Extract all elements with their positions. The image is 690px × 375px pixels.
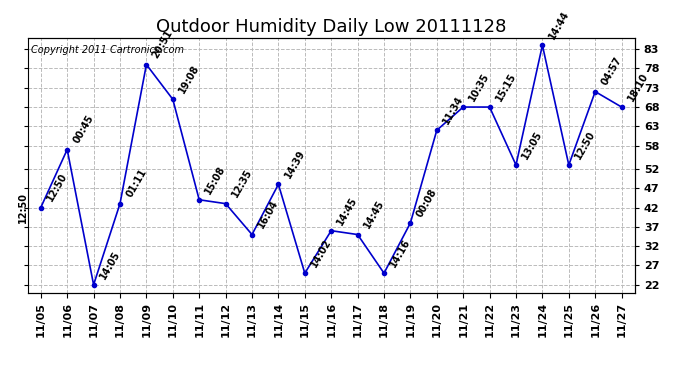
- Text: 15:15: 15:15: [494, 71, 518, 103]
- Text: Copyright 2011 Cartronics.com: Copyright 2011 Cartronics.com: [30, 45, 184, 55]
- Text: 14:02: 14:02: [309, 237, 333, 269]
- Title: Outdoor Humidity Daily Low 20111128: Outdoor Humidity Daily Low 20111128: [156, 18, 506, 36]
- Text: 20:51: 20:51: [150, 28, 175, 60]
- Text: 01:11: 01:11: [124, 168, 148, 200]
- Text: 15:08: 15:08: [204, 164, 228, 196]
- Text: 19:08: 19:08: [177, 63, 201, 95]
- Text: 04:57: 04:57: [600, 56, 624, 87]
- Text: 18:10: 18:10: [626, 71, 650, 103]
- Text: 14:16: 14:16: [388, 237, 413, 269]
- Text: 16:04: 16:04: [256, 198, 280, 230]
- Text: 12:50: 12:50: [18, 192, 28, 223]
- Text: 12:35: 12:35: [230, 168, 254, 200]
- Text: 12:50: 12:50: [45, 171, 69, 203]
- Text: 12:50: 12:50: [573, 129, 597, 161]
- Text: 00:45: 00:45: [71, 114, 95, 146]
- Text: 14:05: 14:05: [98, 249, 122, 280]
- Text: 13:05: 13:05: [520, 129, 544, 161]
- Text: 14:45: 14:45: [362, 198, 386, 230]
- Text: 11:34: 11:34: [441, 94, 465, 126]
- Text: 14:44: 14:44: [546, 9, 571, 41]
- Text: 14:45: 14:45: [335, 195, 359, 226]
- Text: 00:08: 00:08: [415, 187, 439, 219]
- Text: 10:35: 10:35: [467, 71, 491, 103]
- Text: 14:39: 14:39: [283, 148, 307, 180]
